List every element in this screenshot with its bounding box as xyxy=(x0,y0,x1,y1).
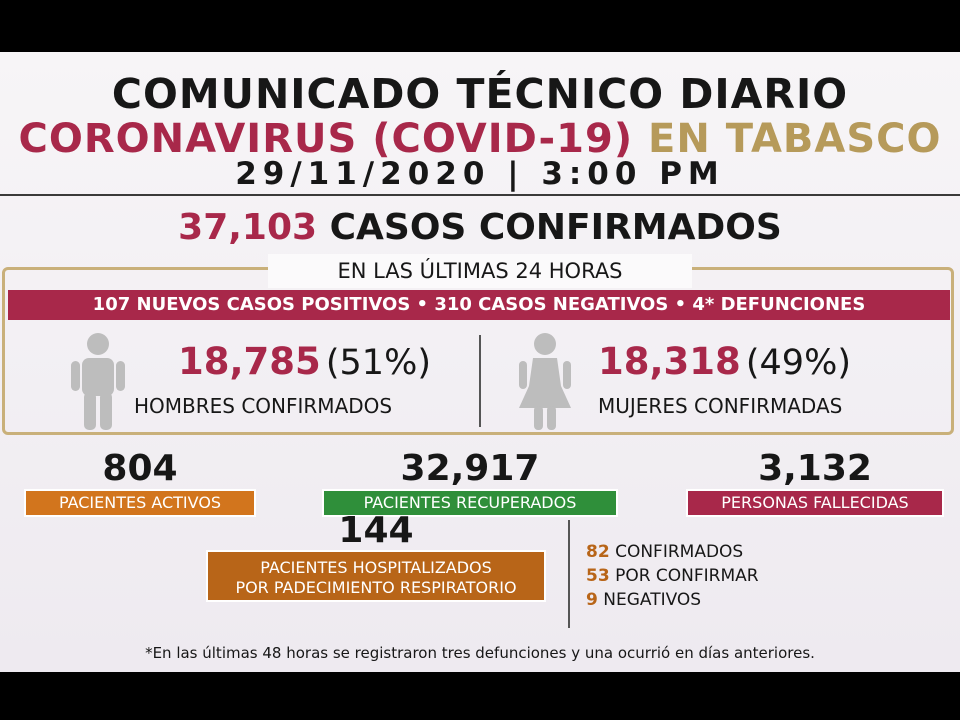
deceased-value: 3,132 xyxy=(758,448,872,489)
date-time: 29/11/2020 | 3:00 PM xyxy=(235,156,725,192)
total-confirmed: 37,103 CASOS CONFIRMADOS xyxy=(0,207,960,248)
deceased-stat: 3,132 PERSONAS FALLECIDAS xyxy=(686,448,944,517)
last24-summary: 107 NUEVOS CASOS POSITIVOS • 310 CASOS N… xyxy=(8,290,950,320)
footnote: *En las últimas 48 horas se registraron … xyxy=(145,644,815,662)
bottom-letterbox xyxy=(0,672,960,720)
women-label: MUJERES CONFIRMADAS xyxy=(598,394,843,418)
women-count: 18,318 (49%) xyxy=(598,340,851,383)
hospital-divider xyxy=(568,520,570,628)
list-item: 9 NEGATIVOS xyxy=(586,590,759,610)
total-confirmed-label: CASOS CONFIRMADOS xyxy=(329,207,782,248)
hospitalized-label-line-1: PACIENTES HOSPITALIZADOS xyxy=(260,558,492,577)
hospitalized-label-line-2: POR PADECIMIENTO RESPIRATORIO xyxy=(235,578,517,597)
breakdown-number: 53 xyxy=(586,566,610,586)
hospital-breakdown: 82 CONFIRMADOS 53 POR CONFIRMAR 9 NEGATI… xyxy=(586,542,759,610)
header-divider xyxy=(0,194,960,196)
active-stat: 804 PACIENTES ACTIVOS xyxy=(24,448,256,517)
men-percent: (51%) xyxy=(325,343,431,383)
man-icon xyxy=(71,333,125,430)
active-value: 804 xyxy=(102,448,178,489)
recovered-value: 32,917 xyxy=(400,448,540,489)
breakdown-text: CONFIRMADOS xyxy=(615,542,744,562)
breakdown-text: NEGATIVOS xyxy=(603,590,702,610)
list-item: 82 CONFIRMADOS xyxy=(586,542,759,562)
gender-divider xyxy=(479,335,481,427)
total-confirmed-value: 37,103 xyxy=(178,207,318,248)
breakdown-number: 9 xyxy=(586,590,598,610)
men-value: 18,785 xyxy=(178,340,321,383)
last24-title: EN LAS ÚLTIMAS 24 HORAS xyxy=(268,254,692,288)
woman-icon xyxy=(519,333,571,430)
men-count: 18,785 (51%) xyxy=(178,340,431,383)
title-tabasco: EN TABASCO xyxy=(648,116,942,162)
active-label: PACIENTES ACTIVOS xyxy=(24,489,256,517)
infographic: COMUNICADO TÉCNICO DIARIO CORONAVIRUS (C… xyxy=(0,52,960,672)
hospitalized-label: PACIENTES HOSPITALIZADOS POR PADECIMIENT… xyxy=(206,550,546,602)
title-line-2: CORONAVIRUS (COVID-19) EN TABASCO xyxy=(0,116,960,162)
top-letterbox xyxy=(0,0,960,52)
breakdown-number: 82 xyxy=(586,542,610,562)
title-covid: CORONAVIRUS (COVID-19) xyxy=(18,116,634,162)
recovered-label: PACIENTES RECUPERADOS xyxy=(322,489,618,517)
deceased-label: PERSONAS FALLECIDAS xyxy=(686,489,944,517)
men-label: HOMBRES CONFIRMADOS xyxy=(134,394,393,418)
women-percent: (49%) xyxy=(745,343,851,383)
hospitalized-value: 144 xyxy=(338,510,414,551)
recovered-stat: 32,917 PACIENTES RECUPERADOS xyxy=(322,448,618,517)
women-value: 18,318 xyxy=(598,340,741,383)
title-line-1: COMUNICADO TÉCNICO DIARIO xyxy=(111,70,849,118)
breakdown-text: POR CONFIRMAR xyxy=(615,566,759,586)
list-item: 53 POR CONFIRMAR xyxy=(586,566,759,586)
